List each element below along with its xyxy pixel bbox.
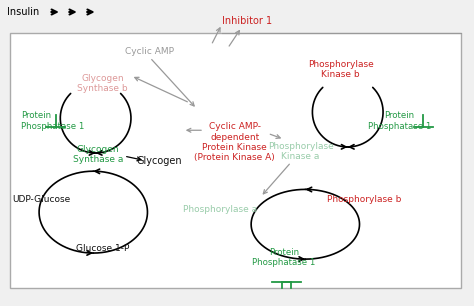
Text: Phosphorylase b: Phosphorylase b: [327, 196, 401, 204]
Text: Cyclic AMP-
dependent
Protein Kinase
(Protein Kinase A): Cyclic AMP- dependent Protein Kinase (Pr…: [194, 122, 275, 162]
Text: Glycogen
Synthase b: Glycogen Synthase b: [77, 73, 128, 93]
Text: Protein
Phosphatase 1: Protein Phosphatase 1: [21, 111, 84, 131]
Text: Phosphorylase
Kinase a: Phosphorylase Kinase a: [268, 142, 334, 161]
Text: Protein
Phosphatase 1: Protein Phosphatase 1: [253, 248, 316, 267]
Text: Glycogen
Synthase a: Glycogen Synthase a: [73, 145, 123, 164]
Text: Inhibitor 1: Inhibitor 1: [222, 16, 272, 26]
Text: Insulin: Insulin: [7, 7, 39, 17]
Text: UDP-Glucose: UDP-Glucose: [12, 196, 71, 204]
Text: Phosphorylase a: Phosphorylase a: [183, 205, 257, 214]
Text: Glycogen: Glycogen: [137, 155, 182, 166]
Text: Phosphorylase
Kinase b: Phosphorylase Kinase b: [308, 60, 374, 79]
Text: Cyclic AMP: Cyclic AMP: [125, 47, 174, 56]
Text: Protein
Phosphatase 1: Protein Phosphatase 1: [368, 111, 431, 131]
FancyBboxPatch shape: [10, 33, 461, 288]
Text: Glucose 1-P: Glucose 1-P: [76, 244, 129, 253]
